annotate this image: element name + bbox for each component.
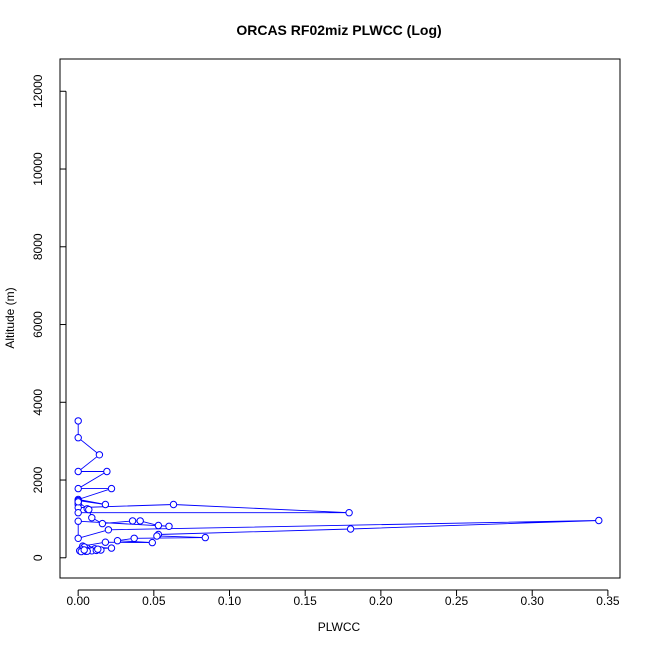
data-point [95,451,104,459]
data-point [74,534,82,542]
data-point [74,434,82,442]
data-point [101,500,110,509]
y-tick-label: 10000 [31,152,45,186]
data-point [130,534,138,542]
data-point [74,517,82,525]
data-point [169,500,178,509]
data-point [136,517,144,525]
data-point [74,417,82,425]
data-point [346,525,355,533]
y-tick-label: 0 [31,554,45,561]
data-point [74,498,82,506]
data-point [85,505,93,514]
y-tick-label: 2000 [31,466,45,493]
x-tick-label: 0.20 [369,594,393,608]
data-point [107,484,116,493]
data-point [107,544,116,552]
x-tick-label: 0.35 [596,594,620,608]
data-point [104,526,113,534]
data-point [74,509,82,517]
x-tick-label: 0.30 [521,594,545,608]
data-point [101,538,110,546]
data-point [80,546,88,554]
data-point [128,517,137,525]
data-point [103,467,111,476]
data-point [165,522,173,530]
x-axis-label: PLWCC [318,620,361,634]
data-point [88,514,96,522]
x-tick-label: 0.10 [218,594,242,608]
data-point [154,521,163,530]
x-tick-label: 0.05 [142,594,166,608]
y-tick-label: 12000 [31,74,45,108]
x-tick-label: 0.00 [66,594,90,608]
data-point [113,537,122,545]
data-point [153,532,161,540]
data-point [74,484,82,493]
chart-title: ORCAS RF02miz PLWCC (Log) [236,22,441,38]
data-point [74,467,82,476]
data-point [98,519,107,528]
series-layer [74,417,603,556]
y-tick-label: 4000 [31,389,45,416]
data-point [595,516,603,525]
x-axis: 0.00 0.05 0.10 0.15 0.20 0.25 0.30 0.35 [66,589,620,608]
y-tick-label: 8000 [31,233,45,260]
data-point [201,533,210,542]
plot-frame [59,58,621,579]
x-tick-label: 0.15 [294,594,318,608]
data-point [345,509,353,517]
y-axis: 0 2000 4000 6000 8000 10000 12000 [31,74,67,561]
y-axis-label: Altitude (m) [3,287,17,348]
data-point [94,545,102,553]
y-tick-label: 6000 [31,311,45,338]
x-tick-label: 0.25 [445,594,469,608]
data-point [148,538,157,547]
